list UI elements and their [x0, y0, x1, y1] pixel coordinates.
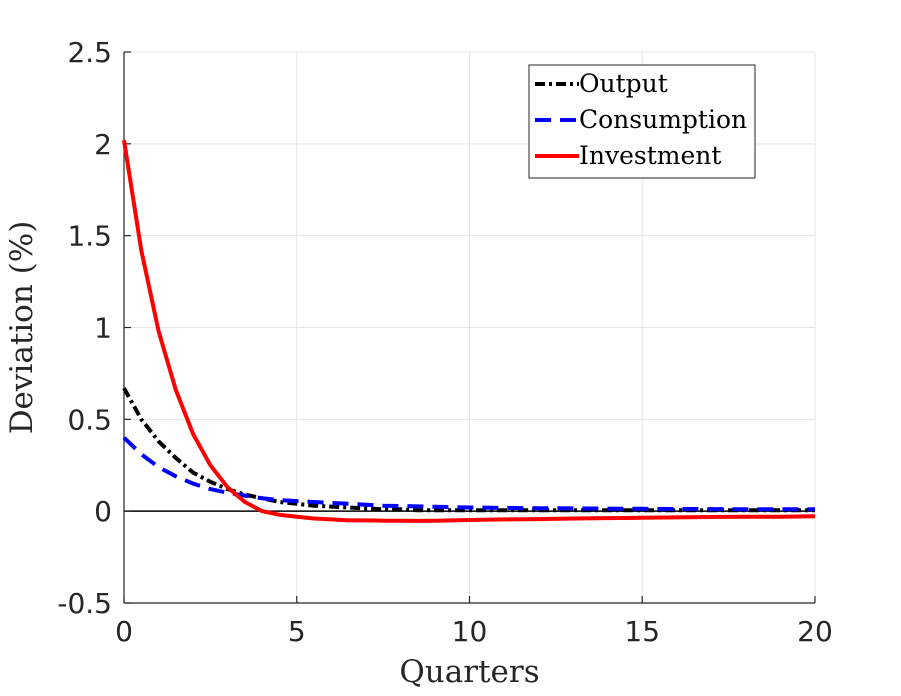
y-tick-label: 1 [94, 312, 112, 345]
x-tick-label: 10 [452, 615, 488, 648]
y-tick-label: 0 [94, 495, 112, 528]
x-axis-title: Quarters [399, 654, 539, 690]
series-line-output [122, 387, 815, 513]
x-tick-label: 20 [797, 615, 833, 648]
series-line-investment [122, 139, 816, 523]
tick-labels: 0 5 10 15 20-0.500.511.522.5 [57, 36, 832, 648]
series-line-consumption [122, 436, 815, 512]
y-tick-label: 2 [94, 128, 112, 161]
y-axis-title: Deviation (%) [4, 221, 40, 435]
y-tick-label: 2.5 [67, 36, 112, 69]
x-tick-label: 0 [115, 615, 133, 648]
x-tick-label: 15 [624, 615, 660, 648]
legend: Output Consumption Investment [528, 64, 756, 179]
legend-label-consumption: Consumption [579, 105, 747, 134]
series-group [122, 139, 816, 523]
y-tick-label: -0.5 [57, 587, 112, 620]
y-tick-label: 1.5 [67, 220, 112, 253]
legend-label-investment: Investment [579, 141, 721, 170]
y-tick-label: 0.5 [67, 403, 112, 436]
legend-label-output: Output [579, 69, 668, 98]
x-tick-label: 5 [288, 615, 306, 648]
